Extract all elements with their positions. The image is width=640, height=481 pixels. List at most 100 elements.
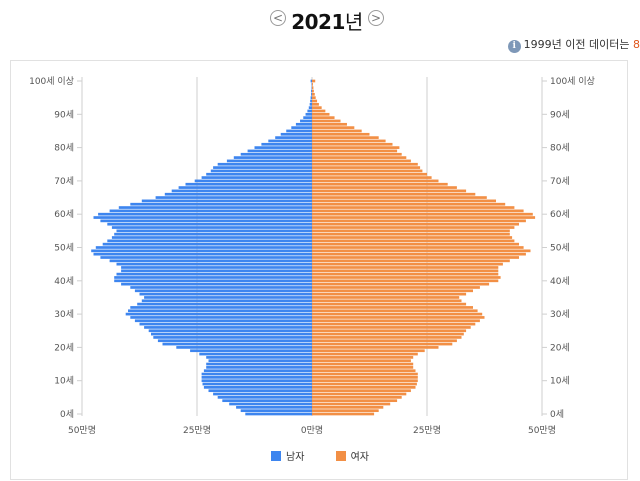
bar-male-age-95	[311, 96, 312, 99]
bar-male-age-14	[206, 366, 312, 369]
bar-female-age-21	[312, 343, 452, 346]
bar-male-age-13	[204, 369, 312, 372]
bar-male-age-39	[121, 283, 312, 286]
bar-female-age-27	[312, 323, 475, 326]
bar-female-age-20	[312, 346, 439, 349]
bar-male-age-35	[144, 296, 312, 299]
bar-male-age-79	[248, 150, 312, 153]
bar-male-age-31	[128, 309, 312, 312]
bar-female-age-40	[312, 279, 498, 282]
bar-female-age-54	[312, 233, 510, 236]
next-year-button[interactable]: >	[368, 10, 384, 26]
bar-female-age-39	[312, 283, 489, 286]
bar-female-age-73	[312, 170, 422, 173]
bar-male-age-20	[176, 346, 312, 349]
bar-female-age-63	[312, 203, 505, 206]
bar-male-age-47	[100, 256, 312, 259]
info-highlight[interactable]: 8	[633, 38, 640, 51]
legend-label-female: 여자	[351, 452, 369, 463]
bar-male-age-2	[236, 406, 312, 409]
legend-item-female[interactable]: 여자	[336, 448, 369, 463]
bar-female-age-81	[312, 143, 393, 146]
bar-female-age-46	[312, 259, 510, 262]
bar-male-age-33	[137, 303, 312, 306]
bar-male-age-53	[112, 236, 312, 239]
y-label-right-8: 80세	[550, 143, 570, 154]
bar-male-age-64	[142, 200, 312, 203]
bar-male-age-41	[114, 276, 312, 279]
bar-female-age-24	[312, 333, 464, 336]
bar-male-age-69	[186, 183, 313, 186]
bar-male-age-100	[311, 80, 312, 83]
bar-female-age-52	[312, 239, 514, 242]
bar-male-age-30	[126, 313, 312, 316]
bar-male-age-40	[114, 279, 312, 282]
bar-male-age-87	[296, 123, 312, 126]
bar-female-age-42	[312, 273, 498, 276]
bar-female-age-98	[312, 86, 313, 89]
bar-female-age-68	[312, 186, 457, 189]
legend-item-male[interactable]: 남자	[271, 448, 304, 463]
y-label-right-3: 30세	[550, 309, 570, 320]
bar-male-age-74	[213, 166, 312, 169]
bar-female-age-47	[312, 256, 519, 259]
y-label-left-6: 60세	[54, 209, 74, 220]
y-label-left-8: 80세	[54, 143, 74, 154]
bar-male-age-52	[107, 239, 312, 242]
y-label-left-5: 50세	[54, 243, 74, 254]
year-navigation: < 2021년 >	[0, 6, 640, 36]
bar-male-age-88	[300, 120, 312, 123]
bar-female-age-70	[312, 180, 439, 183]
bar-male-age-15	[206, 363, 312, 366]
bar-female-age-96	[312, 93, 315, 96]
bar-male-age-9	[203, 383, 312, 386]
bar-female-age-51	[312, 243, 519, 246]
bar-female-age-30	[312, 313, 482, 316]
bar-female-age-93	[312, 103, 319, 106]
bar-male-age-70	[195, 180, 312, 183]
y-label-left-9: 90세	[54, 109, 74, 120]
bar-male-age-96	[311, 93, 312, 96]
bar-female-age-60	[312, 213, 533, 216]
bar-male-age-32	[130, 306, 312, 309]
bar-female-age-87	[312, 123, 347, 126]
bar-female-age-88	[312, 120, 341, 123]
bar-female-age-59	[312, 216, 535, 219]
bar-male-age-66	[165, 193, 312, 196]
y-label-right-7: 70세	[550, 176, 570, 187]
y-label-left-3: 30세	[54, 309, 74, 320]
bar-male-age-94	[310, 100, 312, 103]
x-label-1: 25만명	[183, 425, 211, 436]
y-label-right-2: 20세	[550, 342, 570, 353]
bar-female-age-2	[312, 406, 383, 409]
bar-female-age-6	[312, 393, 406, 396]
bar-female-age-10	[312, 379, 418, 382]
bar-male-age-38	[130, 286, 312, 289]
bar-female-age-58	[312, 220, 526, 223]
bar-female-age-67	[312, 190, 466, 193]
chart-legend: 남자 여자	[0, 448, 640, 463]
bar-female-age-49	[312, 249, 531, 252]
bar-male-age-73	[211, 170, 312, 173]
bar-male-age-28	[135, 319, 312, 322]
prev-year-button[interactable]: <	[270, 10, 286, 26]
bar-female-age-28	[312, 319, 480, 322]
bar-female-age-23	[312, 336, 462, 339]
bar-male-age-61	[110, 210, 312, 213]
bar-female-age-9	[312, 383, 417, 386]
bar-male-age-23	[153, 336, 312, 339]
bar-female-age-22	[312, 339, 457, 342]
bar-female-age-65	[312, 196, 487, 199]
bar-female-age-35	[312, 296, 459, 299]
bar-male-age-51	[103, 243, 312, 246]
bar-male-age-68	[179, 186, 312, 189]
bar-male-age-37	[135, 289, 312, 292]
bar-male-age-97	[311, 90, 312, 93]
bar-female-age-86	[312, 126, 354, 129]
bar-female-age-56	[312, 226, 514, 229]
y-label-right-0: 0세	[550, 409, 564, 420]
bar-female-age-25	[312, 329, 466, 332]
bar-female-age-79	[312, 150, 397, 153]
bar-female-age-34	[312, 299, 462, 302]
